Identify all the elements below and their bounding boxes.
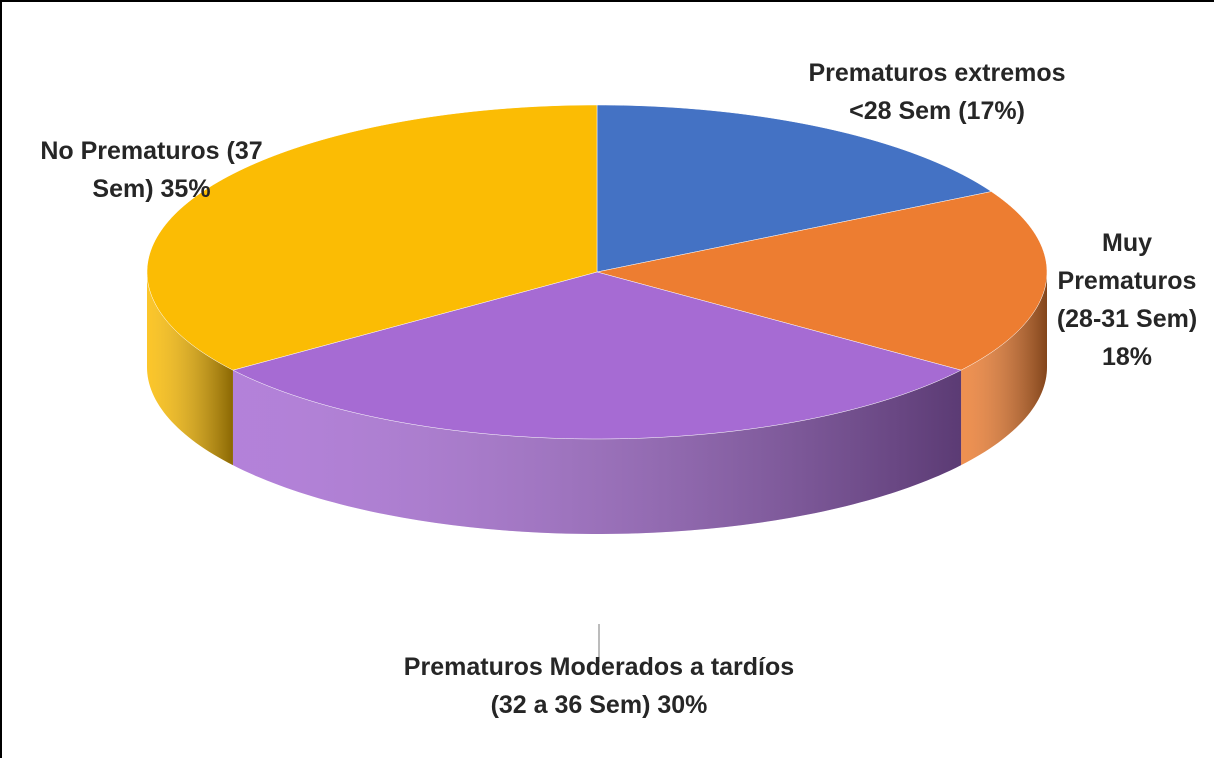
value-label: 30%	[657, 691, 708, 719]
slice-side-shade	[961, 272, 1047, 466]
value-label: 18%	[1101, 343, 1153, 371]
slice-side-shade	[232, 370, 962, 534]
data-label: Muy Prematuros (28-31 Sem) 18%	[1042, 224, 1212, 376]
slice	[596, 191, 1048, 371]
data-label: Prematuros extremos <28 Sem (17%)	[787, 54, 1087, 130]
category-label: Muy Prematuros (28-31 Sem)	[1056, 229, 1198, 333]
value-label: 35%	[160, 175, 211, 203]
category-label: No Prematuros (37 Sem)	[40, 137, 263, 203]
slice	[596, 104, 992, 273]
slice	[146, 104, 598, 371]
slice-side-shade	[147, 272, 233, 466]
slice	[232, 271, 962, 440]
data-label: Prematuros Moderados a tardíos (32 a 36 …	[389, 648, 809, 724]
data-label: No Prematuros (37 Sem) 35%	[24, 132, 279, 208]
category-label: Prematuros Moderados a tardíos (32 a 36 …	[403, 653, 795, 719]
category-label: Prematuros extremos <28 Sem	[808, 59, 1066, 125]
value-label: (17%)	[958, 97, 1025, 125]
